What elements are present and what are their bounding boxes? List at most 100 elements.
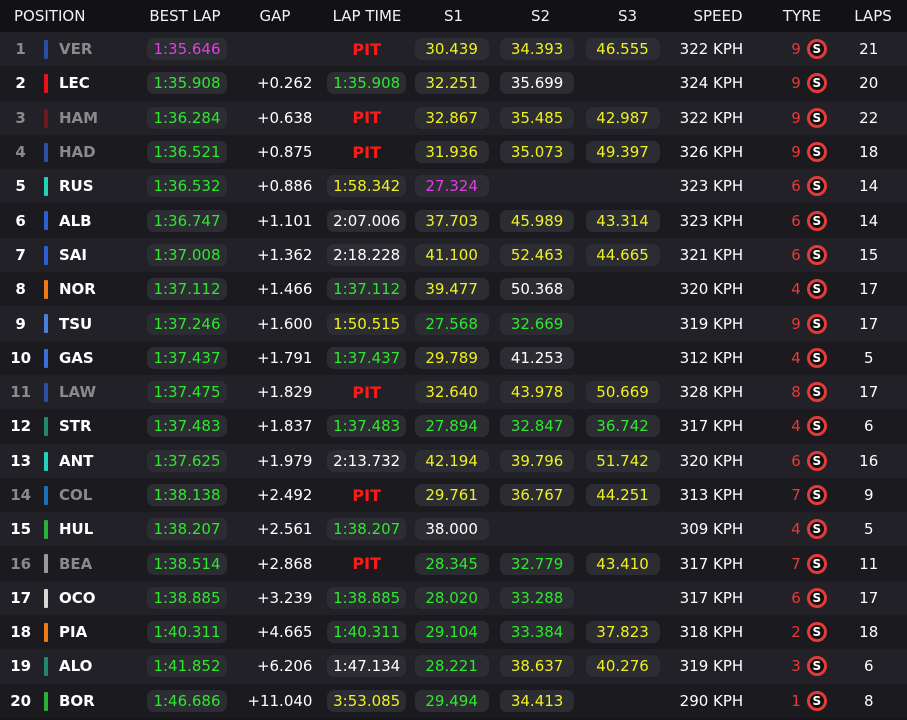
tyre-cell: S	[806, 176, 831, 197]
sector1-cell: 32.251	[409, 72, 494, 95]
sector3-value: 44.665	[585, 243, 660, 266]
table-row[interactable]: 8 NOR 1:37.112 +1.466 1:37.112 39.477 50.368 32…	[0, 272, 907, 307]
sector2-cell: 32.669	[494, 312, 579, 335]
table-row[interactable]: 12 STR 1:37.483 +1.837 1:37.483 27.894 32.847 3…	[0, 409, 907, 444]
sector1-cell: 42.194	[409, 449, 494, 472]
driver-code[interactable]: HAM	[59, 108, 99, 127]
gap-value: +1.979	[256, 451, 313, 470]
sector2-value: 50.368	[500, 278, 575, 301]
table-row[interactable]: 7 SAI 1:37.008 +1.362 2:18.228 41.100 52.463 44…	[0, 237, 907, 273]
tyre-age: 2	[791, 623, 801, 642]
laps-count: 21	[859, 40, 879, 59]
driver-code[interactable]: NOR	[59, 280, 96, 299]
team-color-swatch	[44, 485, 49, 505]
best-lap-value: 1:38.207	[147, 518, 227, 541]
table-row[interactable]: 11 LAW 1:37.475 +1.829 PIT 32.640 43.978 50.669…	[0, 374, 907, 410]
sector1-value: 29.789	[414, 346, 489, 369]
sector1-value: 32.251	[414, 72, 489, 95]
gap-value: +4.665	[256, 623, 313, 642]
driver-code[interactable]: BOR	[59, 691, 95, 710]
laps-count: 16	[859, 451, 879, 470]
best-lap-value: 1:36.521	[147, 141, 227, 164]
position-number: 11	[10, 383, 32, 402]
team-color-swatch	[44, 40, 49, 59]
best-lap-cell: 1:36.284	[145, 106, 228, 129]
gap-value: +1.362	[256, 245, 313, 264]
header-speed[interactable]: SPEED	[693, 7, 743, 25]
driver-code[interactable]: LEC	[59, 74, 90, 93]
sector1-cell: 41.100	[409, 243, 494, 266]
driver-code[interactable]: OCO	[59, 588, 96, 607]
header-best-lap[interactable]: BEST LAP	[149, 7, 221, 25]
table-row[interactable]: 20 BOR 1:46.686 +11.040 3:53.085 29.494 34.413…	[0, 683, 907, 718]
sector2-cell: 45.989	[494, 209, 579, 232]
team-color-bar	[41, 238, 55, 272]
table-row[interactable]: 2 LEC 1:35.908 +0.262 1:35.908 32.251 35.699 32…	[0, 66, 907, 101]
best-lap-value: 1:37.625	[147, 449, 227, 472]
sector2-cell: 38.637	[494, 655, 579, 678]
header-s3[interactable]: S3	[617, 7, 638, 25]
team-color-swatch	[44, 520, 49, 540]
driver-code[interactable]: STR	[59, 417, 92, 436]
driver-code[interactable]: GAS	[59, 348, 94, 367]
speed-value: 320 KPH	[679, 280, 744, 299]
position-number: 13	[10, 451, 32, 470]
table-row[interactable]: 3 HAM 1:36.284 +0.638 PIT 32.867 35.485 42.987 3…	[0, 100, 907, 135]
best-lap-value: 1:37.008	[147, 243, 227, 266]
tyre-age: 6	[791, 588, 801, 607]
soft-tyre-icon: S	[806, 73, 827, 94]
lap-time-value: 1:50.515	[327, 312, 407, 335]
header-tyre[interactable]: TYRE	[782, 7, 822, 25]
table-row[interactable]: 9 TSU 1:37.246 +1.600 1:50.515 27.568 32.669 31…	[0, 306, 907, 341]
laps-count: 5	[863, 520, 874, 539]
table-row[interactable]: 16 BEA 1:38.514 +2.868 PIT 28.345 32.779 43.410…	[0, 546, 907, 581]
sector1-cell: 38.000	[409, 518, 494, 541]
table-row[interactable]: 5 RUS 1:36.532 +0.886 1:58.342 27.324 323 KPH 6…	[0, 169, 907, 204]
table-row[interactable]: 4 HAD 1:36.521 +0.875 PIT 31.936 35.073 49.397 3…	[0, 134, 907, 170]
speed-value: 318 KPH	[679, 623, 744, 642]
driver-code[interactable]: VER	[59, 40, 93, 59]
team-color-swatch	[44, 348, 49, 368]
soft-tyre-icon: S	[806, 279, 827, 300]
table-row[interactable]: 14 COL 1:38.138 +2.492 PIT 29.761 36.767 44.251…	[0, 477, 907, 513]
best-lap-cell: 1:40.311	[145, 621, 228, 644]
table-row[interactable]: 17 OCO 1:38.885 +3.239 1:38.885 28.020 33.288 3…	[0, 580, 907, 616]
header-position[interactable]: POSITION	[14, 7, 86, 25]
driver-code[interactable]: SAI	[59, 245, 87, 264]
sector2-value: 45.989	[500, 209, 575, 232]
table-row[interactable]: 10 GAS 1:37.437 +1.791 1:37.437 29.789 41.253 3…	[0, 340, 907, 375]
driver-code[interactable]: HAD	[59, 143, 96, 162]
lap-time-pit: PIT	[352, 108, 381, 128]
speed-value: 317 KPH	[679, 554, 744, 573]
sector1-cell: 32.867	[409, 106, 494, 129]
header-laps[interactable]: LAPS	[854, 7, 892, 25]
sector2-value: 32.847	[500, 415, 575, 438]
table-row[interactable]: 13 ANT 1:37.625 +1.979 2:13.732 42.194 39.796 5…	[0, 443, 907, 478]
driver-code[interactable]: LAW	[59, 383, 97, 402]
sector1-value: 32.640	[414, 381, 489, 404]
table-row[interactable]: 1 VER 1:35.646 PIT 30.439 34.393 46.555 322 KPH…	[0, 32, 907, 67]
table-row[interactable]: 15 HUL 1:38.207 +2.561 1:38.207 38.000 309 KPH…	[0, 512, 907, 547]
gap-value: +0.875	[256, 143, 313, 162]
soft-tyre-icon: S	[806, 519, 827, 540]
best-lap-value: 1:40.311	[147, 621, 227, 644]
driver-code[interactable]: COL	[59, 486, 93, 504]
lap-time-value: 1:37.437	[327, 346, 407, 369]
driver-code[interactable]: HUL	[59, 520, 94, 539]
header-s2[interactable]: S2	[530, 7, 551, 25]
driver-code[interactable]: TSU	[59, 314, 93, 333]
driver-code[interactable]: BEA	[59, 554, 93, 573]
soft-tyre-icon: S	[806, 656, 827, 677]
driver-code[interactable]: RUS	[59, 177, 94, 196]
lap-time-value: 2:13.732	[327, 449, 407, 472]
driver-code[interactable]: ALO	[59, 657, 93, 676]
driver-code[interactable]: ANT	[59, 451, 94, 470]
table-row[interactable]: 19 ALO 1:41.852 +6.206 1:47.134 28.221 38.637 4…	[0, 649, 907, 684]
table-row[interactable]: 6 ALB 1:36.747 +1.101 2:07.006 37.703 45.989 43…	[0, 203, 907, 238]
header-s1[interactable]: S1	[443, 7, 464, 25]
table-row[interactable]: 18 PIA 1:40.311 +4.665 1:40.311 29.104 33.384 3…	[0, 615, 907, 650]
header-lap-time[interactable]: LAP TIME	[332, 7, 402, 25]
driver-code[interactable]: ALB	[59, 211, 92, 230]
driver-code[interactable]: PIA	[59, 623, 88, 642]
header-gap[interactable]: GAP	[259, 7, 291, 25]
